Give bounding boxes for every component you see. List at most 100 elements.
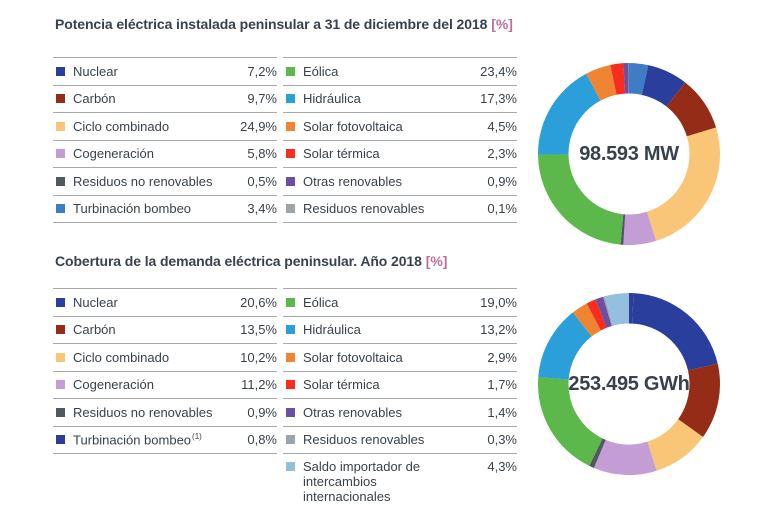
legend-value: 13,5% [240,322,277,338]
donut-segment-saldo-importador-de-intercambios-internacionales [604,293,629,326]
legend-label: Hidráulica [303,322,361,338]
legend-row: Carbón 13,5% [53,317,277,344]
legend-value: 4,3% [487,459,517,474]
donut-segment-carbon [678,363,721,438]
legend-value: 1,7% [487,377,517,393]
donut-segment-eolica [538,154,624,245]
section2-title-text: Cobertura de la demanda eléctrica penins… [55,253,422,269]
donut-segment-residuos-no-renovables [589,438,606,468]
legend-color-swatch [286,462,295,471]
potencia-donut-chart: 98.593 MW [534,59,724,249]
legend-label: Solar fotovoltaica [303,349,403,365]
donut-segment-residuos-renovables [603,296,613,327]
legend-label: Hidráulica [303,91,361,107]
legend-row: Carbón 9,7% [53,86,277,113]
donut-segment-nuclear [632,293,718,371]
legend-color-swatch [56,204,65,214]
legend-color-swatch [56,66,65,76]
legend-label: Residuos no renovables [73,404,213,420]
legend-value: 7,2% [247,63,277,79]
legend-color-swatch [56,297,65,307]
donut-segment-cogeneracion [623,211,657,245]
legend-value: 9,7% [247,91,277,107]
donut-segment-eolica [538,377,603,466]
donut-segment-otras-renovables [623,63,629,94]
legend-label: Carbón [73,322,116,338]
potencia-legend-left-column: Nuclear 7,2% Carbón 9,7% Ciclo combinado 24,9… [53,57,277,223]
legend-color-swatch [56,352,65,362]
legend-label: Solar fotovoltaica [303,118,403,134]
legend-row: Hidráulica 17,3% [283,86,517,113]
legend-value: 0,8% [247,432,277,448]
legend-color-swatch [56,407,65,417]
donut-segment-solar-fotovoltaica [586,64,617,101]
donut-segment-turbinacion-bombeo [629,293,634,324]
legend-value: 0,9% [487,173,517,189]
legend-row: Saldo importador de intercambios interna… [283,454,517,505]
section2-title-percent-suffix: [%] [425,253,448,269]
legend-color-swatch [286,407,295,417]
cobertura-legend-right-column: Eólica 19,0% Hidráulica 13,2% Solar fotovolt… [283,288,517,505]
legend-color-swatch [56,94,65,104]
legend-row: Nuclear 20,6% [53,288,277,317]
potencia-donut-svg [538,63,721,245]
legend-color-swatch [286,297,295,307]
legend-label: Turbinación bombeo(1) [73,432,202,448]
donut-segment-hidraulica [538,312,592,380]
legend-color-swatch [56,325,65,335]
legend-value: 20,6% [240,294,277,310]
legend-row: Solar fotovoltaica 4,5% [283,113,517,141]
legend-value: 10,2% [240,349,277,365]
donut-segment-cogeneracion [593,439,657,475]
legend-value: 2,9% [487,349,517,365]
legend-color-swatch [286,121,295,131]
cobertura-donut-svg [538,293,721,475]
legend-label: Cogeneración [73,377,154,393]
legend-color-swatch [286,435,295,445]
legend-row: Eólica 23,4% [283,57,517,86]
legend-row: Residuos no renovables 0,5% [53,168,277,196]
legend-row: Cogeneración 5,8% [53,141,277,168]
section2-title: Cobertura de la demanda eléctrica penins… [55,253,447,269]
legend-color-swatch [56,380,65,390]
legend-label: Solar térmica [303,146,380,162]
legend-row: Hidráulica 13,2% [283,317,517,344]
legend-value: 0,3% [487,432,517,448]
legend-value: 24,9% [240,118,277,134]
legend-value: 2,3% [487,146,517,162]
legend-color-swatch [56,176,65,186]
legend-color-swatch [286,176,295,186]
legend-label: Carbón [73,91,116,107]
legend-value: 19,0% [480,294,517,310]
cobertura-legend-left-column: Nuclear 20,6% Carbón 13,5% Ciclo combinado 10… [53,288,277,454]
potencia-donut-center-label: 98.593 MW [579,142,679,165]
legend-row: Otras renovables 1,4% [283,399,517,427]
legend-color-swatch [56,435,65,445]
donut-segment-ciclo-combinado [647,419,703,471]
section1-title: Potencia eléctrica instalada peninsular … [55,16,513,32]
legend-color-swatch [56,149,65,159]
legend-row: Eólica 19,0% [283,288,517,317]
footnote-marker: (1) [192,432,202,442]
legend-label: Solar térmica [303,377,380,393]
legend-color-swatch [56,121,65,131]
legend-row: Turbinación bombeo 3,4% [53,196,277,223]
donut-segment-nuclear [641,65,686,107]
legend-label: Saldo importador de intercambios interna… [303,459,421,504]
donut-segment-ciclo-combinado [646,127,721,241]
legend-value: 5,8% [247,146,277,162]
legend-label: Ciclo combinado [73,118,170,134]
section1-title-text: Potencia eléctrica instalada peninsular … [55,16,488,32]
legend-row: Residuos renovables 0,3% [283,427,517,454]
legend-color-swatch [286,325,295,335]
legend-row: Solar térmica 2,3% [283,141,517,168]
legend-color-swatch [286,149,295,159]
cobertura-donut-center-label: 253.495 GWh [568,372,690,395]
legend-label: Otras renovables [303,173,402,189]
cobertura-donut-chart: 253.495 GWh [534,289,724,479]
donut-segment-solar-termica [586,299,607,331]
legend-label: Nuclear [73,63,118,79]
legend-value: 3,4% [247,201,277,217]
legend-value: 13,2% [480,322,517,338]
